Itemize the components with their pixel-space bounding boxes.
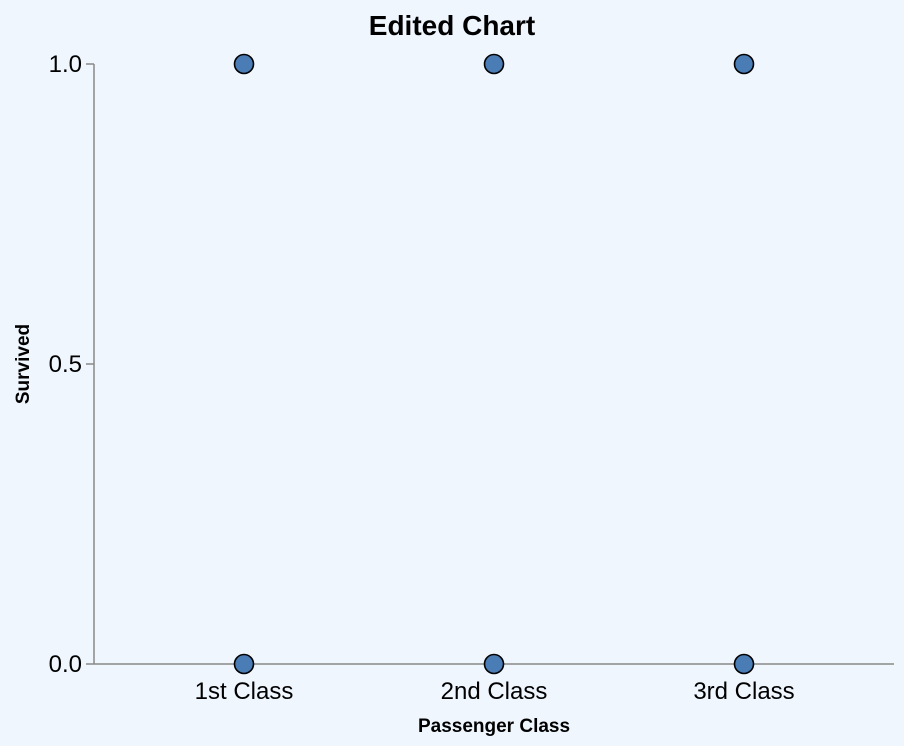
y-tick-label: 0.5 xyxy=(49,351,82,378)
x-axis-title: Passenger Class xyxy=(418,716,570,737)
x-axis-ticks: 1st Class 2nd Class 3rd Class xyxy=(195,678,795,705)
chart-title: Edited Chart xyxy=(369,10,535,41)
data-point xyxy=(233,53,255,75)
x-tick-label: 3rd Class xyxy=(693,678,794,705)
data-point xyxy=(483,53,505,75)
data-point xyxy=(733,653,755,675)
y-axis-ticks: 0.0 0.5 1.0 xyxy=(49,51,94,678)
data-points xyxy=(233,53,755,675)
y-tick-label: 1.0 xyxy=(49,51,82,78)
data-point xyxy=(733,53,755,75)
y-axis-title: Survived xyxy=(13,324,34,404)
data-point xyxy=(483,653,505,675)
x-tick-label: 2nd Class xyxy=(441,678,548,705)
x-tick-label: 1st Class xyxy=(195,678,294,705)
y-tick-label: 0.0 xyxy=(49,651,82,678)
data-point xyxy=(233,653,255,675)
